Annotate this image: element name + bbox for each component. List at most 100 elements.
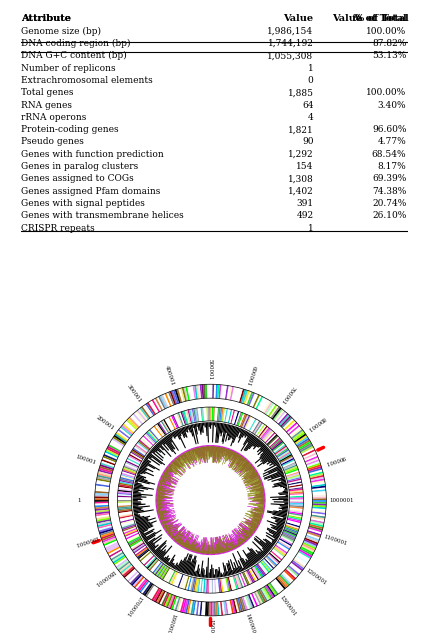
Polygon shape bbox=[135, 411, 146, 423]
Polygon shape bbox=[139, 408, 149, 420]
Polygon shape bbox=[200, 537, 204, 555]
Polygon shape bbox=[158, 482, 170, 487]
Polygon shape bbox=[213, 579, 215, 593]
Polygon shape bbox=[251, 520, 259, 525]
Polygon shape bbox=[234, 599, 239, 613]
Polygon shape bbox=[269, 582, 279, 595]
Polygon shape bbox=[178, 574, 184, 587]
Polygon shape bbox=[259, 562, 269, 573]
Polygon shape bbox=[234, 455, 241, 465]
Polygon shape bbox=[226, 424, 229, 433]
Polygon shape bbox=[175, 534, 181, 541]
Polygon shape bbox=[230, 427, 239, 446]
Polygon shape bbox=[180, 530, 189, 544]
Polygon shape bbox=[160, 481, 161, 482]
Polygon shape bbox=[301, 545, 314, 553]
Polygon shape bbox=[277, 541, 290, 550]
Polygon shape bbox=[247, 560, 252, 567]
Polygon shape bbox=[189, 542, 193, 550]
Polygon shape bbox=[268, 553, 279, 564]
Polygon shape bbox=[136, 475, 144, 479]
Polygon shape bbox=[282, 532, 295, 540]
Polygon shape bbox=[173, 459, 186, 472]
Polygon shape bbox=[276, 544, 288, 553]
Polygon shape bbox=[122, 523, 135, 529]
Polygon shape bbox=[170, 571, 177, 584]
Polygon shape bbox=[133, 498, 141, 499]
Polygon shape bbox=[255, 496, 266, 498]
Polygon shape bbox=[233, 456, 244, 470]
Polygon shape bbox=[99, 466, 113, 472]
Polygon shape bbox=[273, 480, 286, 485]
Polygon shape bbox=[196, 447, 199, 456]
Polygon shape bbox=[203, 407, 205, 421]
Polygon shape bbox=[224, 578, 228, 592]
Polygon shape bbox=[203, 384, 206, 398]
Polygon shape bbox=[227, 449, 232, 461]
Polygon shape bbox=[118, 508, 132, 510]
Polygon shape bbox=[173, 533, 181, 541]
Polygon shape bbox=[228, 449, 231, 454]
Polygon shape bbox=[157, 498, 163, 499]
Polygon shape bbox=[254, 537, 270, 551]
Polygon shape bbox=[162, 522, 171, 527]
Polygon shape bbox=[278, 413, 288, 425]
Polygon shape bbox=[158, 549, 166, 558]
Polygon shape bbox=[242, 568, 245, 570]
Polygon shape bbox=[242, 470, 256, 480]
Polygon shape bbox=[278, 492, 288, 494]
Polygon shape bbox=[222, 424, 228, 444]
Polygon shape bbox=[252, 501, 264, 502]
Polygon shape bbox=[186, 451, 194, 467]
Polygon shape bbox=[192, 424, 194, 428]
Polygon shape bbox=[234, 458, 244, 470]
Polygon shape bbox=[189, 577, 193, 591]
Polygon shape bbox=[257, 454, 274, 467]
Polygon shape bbox=[185, 534, 193, 548]
Polygon shape bbox=[160, 519, 169, 523]
Polygon shape bbox=[260, 399, 268, 411]
Polygon shape bbox=[148, 537, 162, 548]
Polygon shape bbox=[195, 448, 200, 465]
Polygon shape bbox=[182, 537, 189, 548]
Polygon shape bbox=[246, 480, 261, 487]
Polygon shape bbox=[121, 474, 135, 479]
Polygon shape bbox=[161, 517, 176, 524]
Polygon shape bbox=[177, 561, 183, 571]
Polygon shape bbox=[218, 539, 222, 553]
Polygon shape bbox=[218, 385, 221, 399]
Text: 87.82%: 87.82% bbox=[372, 39, 406, 48]
Polygon shape bbox=[161, 479, 165, 481]
Polygon shape bbox=[251, 568, 259, 580]
Polygon shape bbox=[248, 531, 253, 534]
Polygon shape bbox=[160, 482, 173, 487]
Polygon shape bbox=[100, 532, 114, 537]
Polygon shape bbox=[249, 437, 258, 449]
Polygon shape bbox=[159, 511, 169, 515]
Polygon shape bbox=[225, 409, 229, 423]
Polygon shape bbox=[168, 555, 176, 566]
Polygon shape bbox=[181, 427, 186, 437]
Polygon shape bbox=[156, 495, 167, 497]
Polygon shape bbox=[136, 478, 155, 485]
Polygon shape bbox=[240, 461, 250, 472]
Polygon shape bbox=[283, 517, 286, 520]
Polygon shape bbox=[260, 448, 269, 456]
Polygon shape bbox=[95, 502, 109, 504]
Polygon shape bbox=[180, 428, 185, 438]
Polygon shape bbox=[157, 508, 170, 511]
Polygon shape bbox=[250, 482, 261, 486]
Polygon shape bbox=[200, 408, 203, 422]
Polygon shape bbox=[184, 538, 190, 549]
Polygon shape bbox=[263, 456, 275, 465]
Polygon shape bbox=[160, 395, 167, 408]
Polygon shape bbox=[272, 513, 287, 518]
Polygon shape bbox=[203, 446, 206, 463]
Polygon shape bbox=[288, 481, 302, 486]
Polygon shape bbox=[221, 446, 224, 454]
Text: 53.13%: 53.13% bbox=[372, 51, 406, 60]
Polygon shape bbox=[139, 525, 154, 532]
Polygon shape bbox=[164, 418, 172, 431]
Polygon shape bbox=[191, 448, 197, 463]
Polygon shape bbox=[218, 536, 224, 554]
